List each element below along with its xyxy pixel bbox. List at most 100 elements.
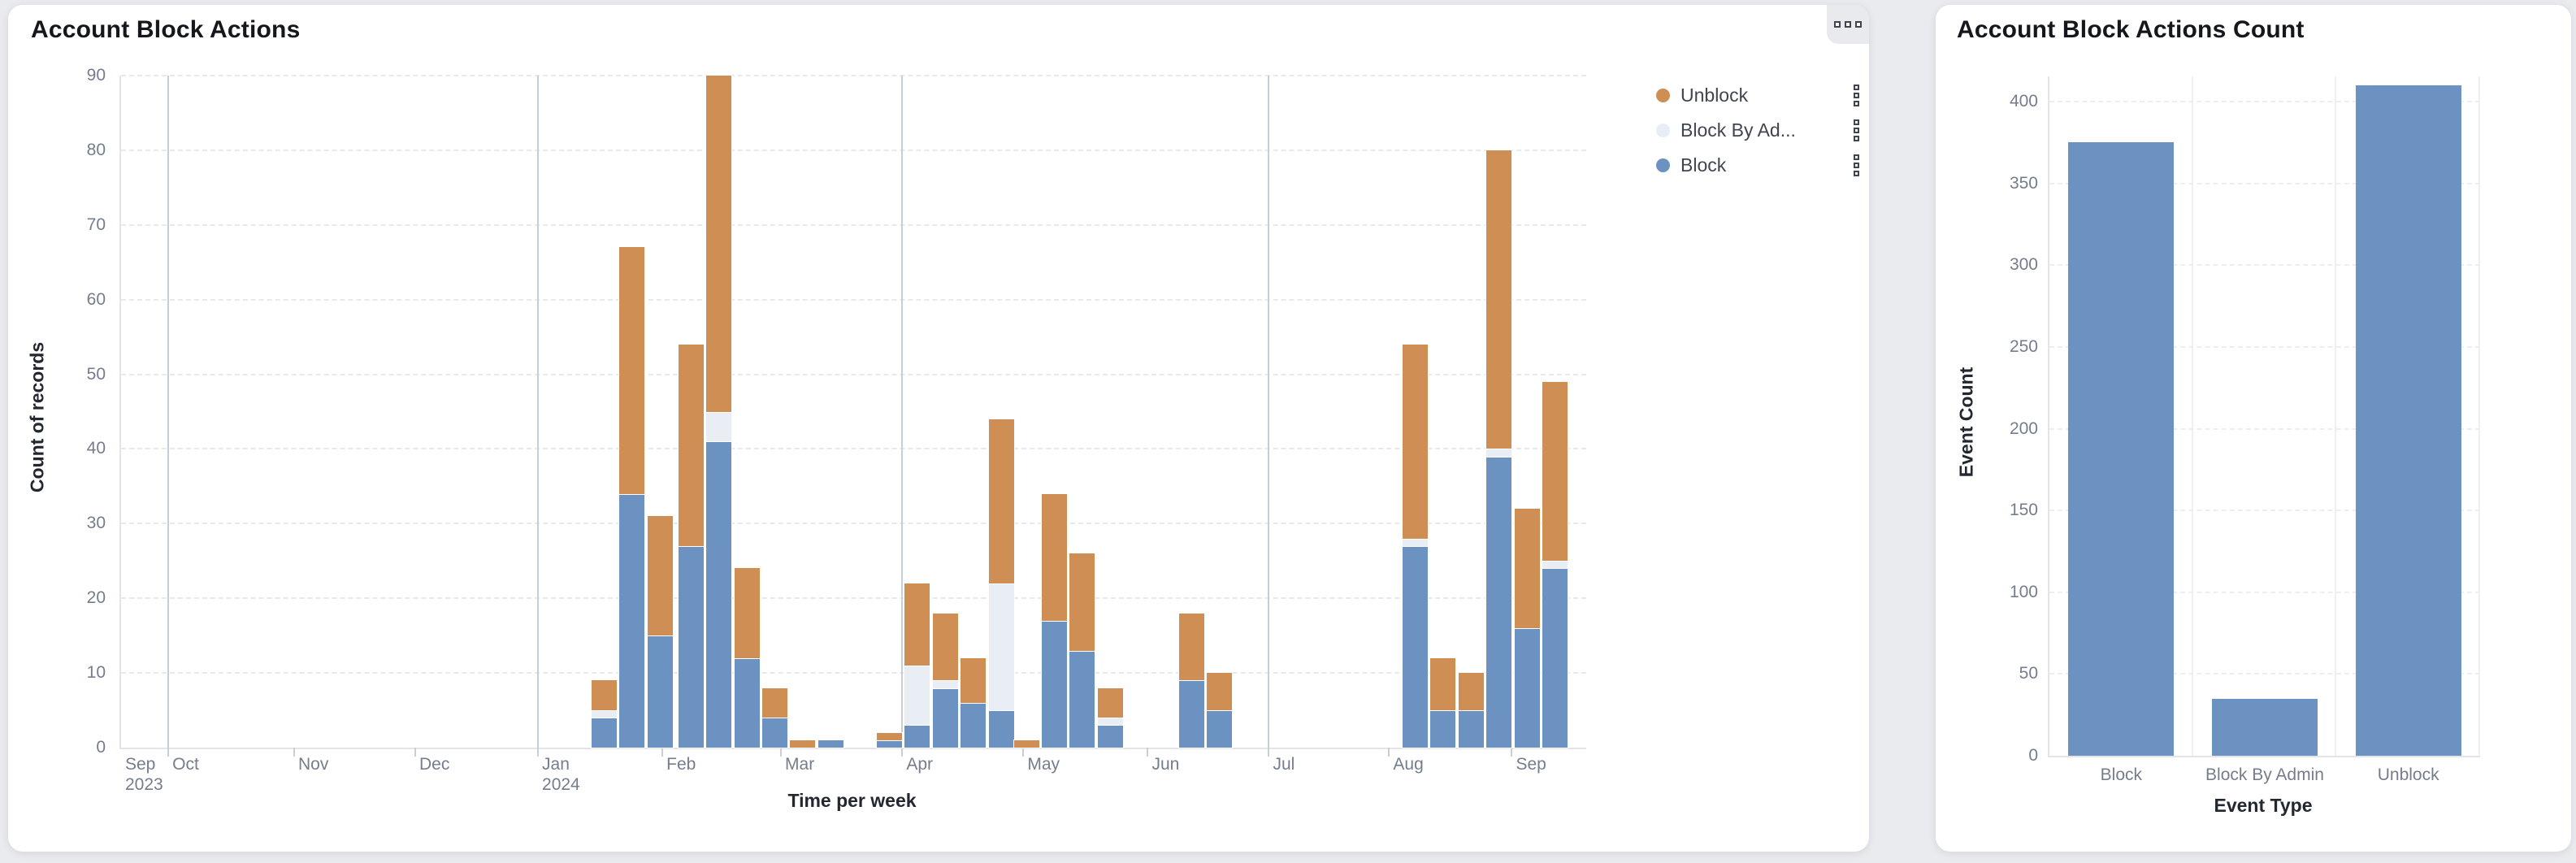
week-bar[interactable] <box>1097 76 1123 748</box>
bar-segment-unblock[interactable] <box>647 516 673 636</box>
square-kebab-icon <box>1854 135 1859 141</box>
bar-segment-unblock[interactable] <box>678 344 704 546</box>
week-bar[interactable] <box>817 76 843 748</box>
week-bar[interactable] <box>1402 76 1428 748</box>
week-bar[interactable] <box>1514 76 1540 748</box>
week-bar[interactable] <box>904 76 930 748</box>
bar-segment-unblock[interactable] <box>1042 493 1068 621</box>
bar-segment-block-by-admin[interactable] <box>988 583 1014 711</box>
bar-segment-block[interactable] <box>678 545 704 748</box>
count-bar-unblock[interactable] <box>2355 85 2461 756</box>
count-bar-block-by-admin[interactable] <box>2212 698 2318 756</box>
bar-segment-block[interactable] <box>761 718 787 748</box>
legend-item[interactable]: Block By Ad... <box>1656 115 1859 145</box>
bar-segment-unblock[interactable] <box>1458 673 1484 711</box>
bar-segment-unblock[interactable] <box>706 76 732 412</box>
bar-segment-block[interactable] <box>1486 456 1512 748</box>
bar-segment-block-by-admin[interactable] <box>904 665 930 726</box>
bar-segment-unblock[interactable] <box>619 247 645 494</box>
bar-segment-block[interactable] <box>619 493 645 748</box>
bar-segment-block[interactable] <box>1097 725 1123 748</box>
bar-segment-block[interactable] <box>877 739 903 748</box>
bar-segment-unblock[interactable] <box>734 568 760 658</box>
bar-segment-block-by-admin[interactable] <box>592 710 618 718</box>
week-bar[interactable] <box>1430 76 1456 748</box>
bar-segment-block[interactable] <box>1542 568 1568 748</box>
bar-segment-block-by-admin[interactable] <box>932 680 958 688</box>
bar-segment-block-by-admin[interactable] <box>1402 538 1428 546</box>
legend-item[interactable]: Block <box>1656 150 1859 180</box>
legend-actions-button[interactable] <box>1854 119 1859 141</box>
bar-segment-block[interactable] <box>647 635 673 748</box>
bar-segment-unblock[interactable] <box>1207 673 1233 711</box>
legend-actions-button[interactable] <box>1854 154 1859 176</box>
week-bar[interactable] <box>678 76 704 748</box>
week-bar[interactable] <box>761 76 787 748</box>
week-bar[interactable] <box>619 76 645 748</box>
bar-segment-block[interactable] <box>904 725 930 748</box>
bar-segment-block[interactable] <box>1069 650 1095 748</box>
bar-segment-unblock[interactable] <box>761 687 787 718</box>
week-bar[interactable] <box>932 76 958 748</box>
bar-segment-block[interactable] <box>706 441 732 748</box>
week-bar[interactable] <box>1013 76 1039 748</box>
week-bar[interactable] <box>1542 76 1568 748</box>
bar-segment-unblock[interactable] <box>592 680 618 711</box>
week-bar[interactable] <box>790 76 816 748</box>
chart-options-button[interactable] <box>1827 5 1869 44</box>
bar-segment-unblock[interactable] <box>1430 657 1456 711</box>
bar-segment-block[interactable] <box>592 718 618 748</box>
bar-segment-block[interactable] <box>961 702 987 748</box>
bar-segment-block[interactable] <box>1430 710 1456 748</box>
bar-segment-block[interactable] <box>1042 620 1068 748</box>
bar-segment-unblock[interactable] <box>1514 508 1540 628</box>
week-bar[interactable] <box>592 76 618 748</box>
week-bar[interactable] <box>1458 76 1484 748</box>
bar-segment-block[interactable] <box>932 687 958 748</box>
bar-segment-block[interactable] <box>988 710 1014 748</box>
week-bar[interactable] <box>988 76 1014 748</box>
bar-segment-unblock[interactable] <box>790 739 816 748</box>
count-bar-block[interactable] <box>2068 142 2175 756</box>
legend-label[interactable]: Unblock <box>1680 84 1749 106</box>
month-tick <box>780 748 783 757</box>
week-bar[interactable] <box>961 76 987 748</box>
bar-segment-unblock[interactable] <box>1402 344 1428 539</box>
week-bar[interactable] <box>1042 76 1068 748</box>
bar-segment-unblock[interactable] <box>1486 150 1512 449</box>
bar-segment-block[interactable] <box>1207 710 1233 748</box>
bar-segment-unblock[interactable] <box>1542 381 1568 562</box>
bar-segment-block-by-admin[interactable] <box>1542 561 1568 569</box>
week-bar[interactable] <box>1069 76 1095 748</box>
legend-actions-button[interactable] <box>1854 84 1859 106</box>
bar-segment-unblock[interactable] <box>1178 613 1204 681</box>
bar-segment-block-by-admin[interactable] <box>1486 449 1512 457</box>
gridline <box>121 373 1586 375</box>
bar-segment-unblock[interactable] <box>1097 687 1123 718</box>
bar-segment-unblock[interactable] <box>1069 553 1095 651</box>
bar-segment-block-by-admin[interactable] <box>706 411 732 442</box>
week-bar[interactable] <box>1486 76 1512 748</box>
legend-label[interactable]: Block <box>1680 154 1727 176</box>
bar-segment-block[interactable] <box>1178 680 1204 748</box>
bar-segment-block[interactable] <box>734 657 760 748</box>
bar-segment-block[interactable] <box>1402 545 1428 748</box>
bar-segment-block[interactable] <box>817 739 843 748</box>
bar-segment-unblock[interactable] <box>932 613 958 681</box>
week-bar[interactable] <box>647 76 673 748</box>
bar-segment-unblock[interactable] <box>988 418 1014 583</box>
bar-segment-block[interactable] <box>1514 627 1540 748</box>
legend-label[interactable]: Block By Ad... <box>1680 119 1796 141</box>
week-bar[interactable] <box>1178 76 1204 748</box>
bar-segment-unblock[interactable] <box>1013 739 1039 748</box>
legend-item[interactable]: Unblock <box>1656 80 1859 110</box>
week-bar[interactable] <box>1207 76 1233 748</box>
bar-segment-unblock[interactable] <box>904 583 930 666</box>
week-bar[interactable] <box>706 76 732 748</box>
bar-segment-block-by-admin[interactable] <box>1097 718 1123 726</box>
week-bar[interactable] <box>734 76 760 748</box>
week-bar[interactable] <box>877 76 903 748</box>
bar-segment-block[interactable] <box>1458 710 1484 748</box>
bar-segment-unblock[interactable] <box>877 732 903 740</box>
bar-segment-unblock[interactable] <box>961 657 987 703</box>
